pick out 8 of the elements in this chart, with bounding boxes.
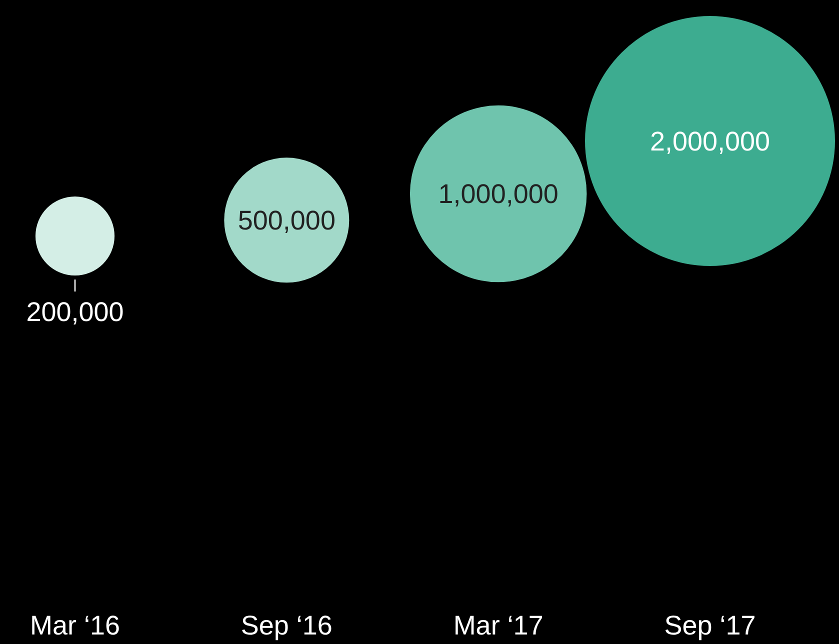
data-label: 1,000,000 [438, 179, 558, 210]
data-label: 2,000,000 [650, 126, 770, 156]
x-tick-label: Mar ‘17 [453, 610, 544, 640]
data-label: 200,000 [26, 296, 124, 327]
x-tick-label: Sep ‘17 [664, 610, 756, 640]
x-tick-label: Mar ‘16 [30, 610, 120, 640]
x-tick-label: Sep ‘16 [240, 610, 332, 640]
data-label: 500,000 [238, 206, 336, 236]
